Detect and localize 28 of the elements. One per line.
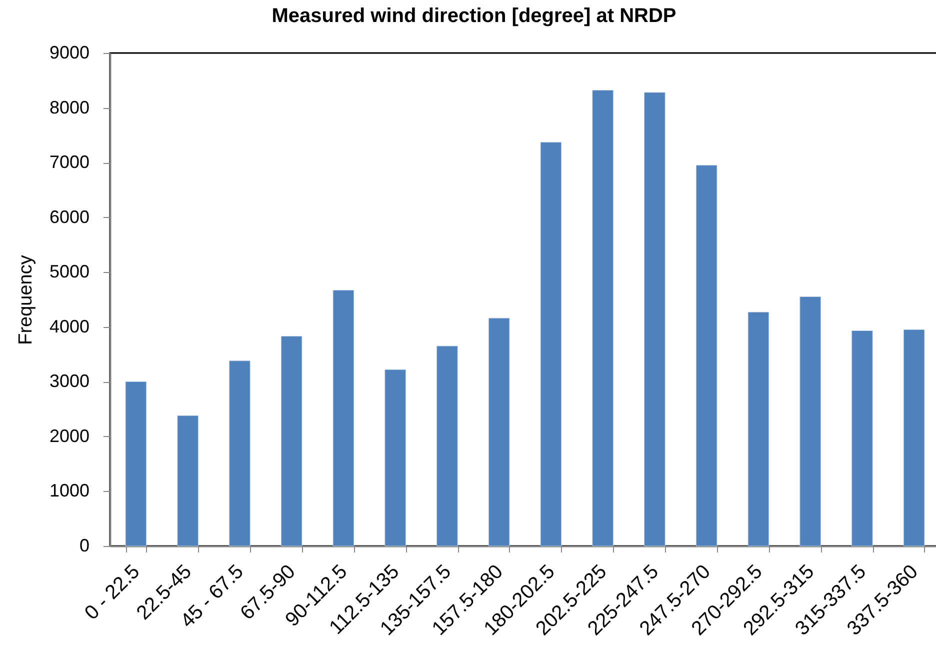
y-tick-label: 3000 bbox=[49, 371, 90, 392]
y-tick-label: 7000 bbox=[49, 152, 90, 172]
bar bbox=[125, 381, 147, 546]
y-tick-label: 9000 bbox=[49, 42, 90, 62]
chart-title: Measured wind direction [degree] at NRDP bbox=[272, 5, 676, 27]
y-tick-label: 1000 bbox=[49, 480, 90, 501]
bar bbox=[332, 290, 354, 546]
y-axis-title: Frequency bbox=[15, 254, 36, 345]
bar bbox=[903, 329, 925, 546]
bar bbox=[436, 346, 458, 546]
bar bbox=[592, 90, 614, 546]
bar bbox=[644, 92, 666, 546]
y-tick-label: 4000 bbox=[49, 316, 90, 336]
bar bbox=[229, 360, 250, 546]
y-tick-label: 2000 bbox=[49, 426, 90, 446]
bar bbox=[800, 296, 821, 546]
bar bbox=[488, 318, 510, 546]
bar bbox=[696, 165, 718, 546]
bar bbox=[748, 312, 770, 546]
bar bbox=[280, 336, 302, 546]
bar bbox=[540, 142, 562, 546]
bar bbox=[852, 330, 873, 546]
y-tick-label: 6000 bbox=[49, 206, 90, 227]
y-tick-label: 5000 bbox=[49, 262, 90, 282]
bar bbox=[177, 415, 198, 546]
y-tick-label: 8000 bbox=[49, 97, 90, 118]
bar bbox=[384, 369, 406, 546]
y-tick-label: 0 bbox=[79, 536, 90, 556]
